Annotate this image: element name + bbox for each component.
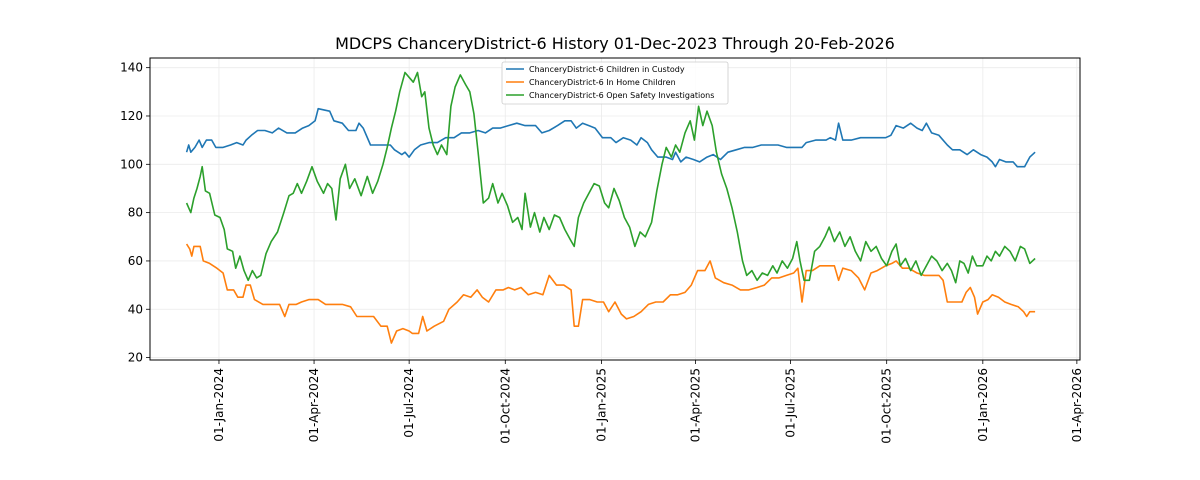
x-tick-label: 01-Jul-2025 (784, 368, 798, 438)
x-tick-label: 01-Jan-2024 (212, 368, 226, 442)
gridlines (150, 58, 1080, 360)
chart-title: MDCPS ChanceryDistrict-6 History 01-Dec-… (335, 34, 895, 53)
legend-box (501, 61, 729, 105)
y-tick-label: 120 (120, 109, 143, 123)
y-tick-label: 40 (128, 302, 143, 316)
x-tick-label: 01-Oct-2024 (498, 368, 512, 444)
legend-label: ChanceryDistrict-6 Children in Custody (529, 65, 685, 74)
legend-label: ChanceryDistrict-6 In Home Children (529, 78, 676, 87)
axes-frame (149, 57, 1081, 361)
x-tick-label: 01-Apr-2026 (1070, 368, 1084, 442)
y-tick-label: 60 (128, 254, 143, 268)
series-line-1 (185, 107, 1036, 168)
series-line-3 (185, 71, 1036, 284)
y-tick-label: 100 (120, 157, 143, 171)
legend: ChanceryDistrict-6 Children in Custody Ch… (501, 61, 729, 105)
plot-area (185, 71, 1036, 344)
y-tick-label: 140 (120, 61, 143, 75)
x-tick-label: 01-Jul-2024 (402, 368, 416, 438)
x-axis: 01-Jan-2024 01-Apr-2024 01-Jul-2024 01-Oct-… (212, 360, 1084, 444)
x-tick-label: 01-Apr-2025 (688, 368, 702, 442)
y-tick-label: 20 (128, 351, 143, 365)
x-tick-label: 01-Jan-2025 (594, 368, 608, 442)
y-axis: 20 40 60 80 100 120 140 (120, 61, 150, 365)
y-tick-label: 80 (128, 206, 143, 220)
legend-label: ChanceryDistrict-6 Open Safety Investiga… (529, 91, 714, 100)
x-tick-label: 01-Jan-2026 (976, 368, 990, 442)
x-tick-label: 01-Apr-2024 (307, 368, 321, 442)
x-tick-label: 01-Oct-2025 (880, 368, 894, 444)
